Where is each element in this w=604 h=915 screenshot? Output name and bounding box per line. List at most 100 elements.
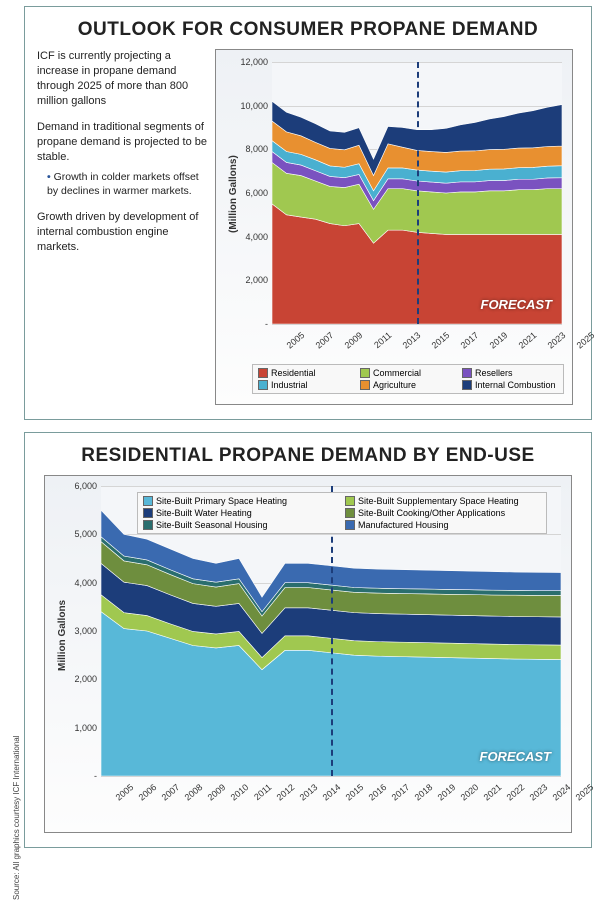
legend-swatch	[258, 380, 268, 390]
x-tick: 2015	[336, 782, 365, 809]
para: Growth driven by development of internal…	[37, 210, 207, 255]
x-tick: 2019	[480, 330, 509, 357]
y-tick: 4,000	[63, 578, 97, 588]
legend-swatch	[345, 496, 355, 506]
legend-swatch	[143, 508, 153, 518]
y-tick: 8,000	[234, 144, 268, 154]
legend: Site-Built Primary Space Heating Site-Bui…	[137, 492, 547, 534]
legend-swatch	[345, 508, 355, 518]
legend-swatch	[258, 368, 268, 378]
legend-item: Manufactured Housing	[345, 520, 541, 530]
x-tick: 2017	[451, 330, 480, 357]
legend-label: Manufactured Housing	[358, 520, 449, 530]
legend-item: Residential	[258, 368, 354, 378]
y-tick: 2,000	[234, 275, 268, 285]
legend-label: Site-Built Supplementary Space Heating	[358, 496, 519, 506]
legend-item: Site-Built Water Heating	[143, 508, 339, 518]
legend-label: Internal Combustion	[475, 380, 556, 390]
panel-outlook: OUTLOOK FOR CONSUMER PROPANE DEMAND ICF …	[24, 6, 592, 420]
x-tick: 2011	[364, 330, 393, 357]
legend-swatch	[360, 368, 370, 378]
x-tick: 2018	[405, 782, 434, 809]
x-tick: 2023	[538, 330, 567, 357]
source-note: Source: All graphics courtesy ICF Intern…	[12, 735, 21, 900]
x-tick: 2024	[543, 782, 572, 809]
x-tick: 2020	[451, 782, 480, 809]
panel-title: RESIDENTIAL PROPANE DEMAND BY END-USE	[25, 445, 591, 467]
x-tick: 2012	[267, 782, 296, 809]
y-tick: 2,000	[63, 674, 97, 684]
y-tick: 6,000	[63, 481, 97, 491]
x-tick: 2005	[277, 330, 306, 357]
y-tick: 5,000	[63, 529, 97, 539]
y-tick: -	[63, 771, 97, 781]
x-tick: 2019	[428, 782, 457, 809]
legend: Residential Commercial Resellers Industrial…	[252, 364, 564, 394]
y-tick: 4,000	[234, 232, 268, 242]
x-tick: 2014	[313, 782, 342, 809]
legend-item: Agriculture	[360, 380, 456, 390]
forecast-label: FORECAST	[481, 297, 553, 312]
legend-item: Internal Combustion	[462, 380, 558, 390]
x-tick: 2025	[567, 330, 596, 357]
y-tick: 3,000	[63, 626, 97, 636]
legend-swatch	[143, 496, 153, 506]
legend-swatch	[462, 368, 472, 378]
y-tick: 6,000	[234, 188, 268, 198]
x-tick: 2013	[393, 330, 422, 357]
x-tick: 2025	[566, 782, 595, 809]
legend-item: Site-Built Supplementary Space Heating	[345, 496, 541, 506]
x-tick: 2022	[497, 782, 526, 809]
forecast-label: FORECAST	[480, 749, 552, 764]
y-axis-label: Million Gallons	[57, 600, 68, 671]
legend-item: Resellers	[462, 368, 558, 378]
y-tick: 12,000	[234, 57, 268, 67]
x-tick: 2008	[175, 782, 204, 809]
y-tick: 10,000	[234, 101, 268, 111]
panel-residential: RESIDENTIAL PROPANE DEMAND BY END-USE FO…	[24, 432, 592, 848]
legend-label: Commercial	[373, 368, 421, 378]
legend-item: Industrial	[258, 380, 354, 390]
x-tick: 2007	[306, 330, 335, 357]
legend-label: Industrial	[271, 380, 308, 390]
legend-swatch	[143, 520, 153, 530]
x-tick: 2007	[152, 782, 181, 809]
legend-item: Site-Built Primary Space Heating	[143, 496, 339, 506]
legend-label: Resellers	[475, 368, 513, 378]
legend-swatch	[345, 520, 355, 530]
para: Demand in traditional segments of propan…	[37, 120, 207, 165]
chart-residential: FORECAST - 1,000 2,000 3,000 4,000 5,000 6,000 M…	[44, 475, 572, 833]
legend-item: Site-Built Cooking/Other Applications	[345, 508, 541, 518]
panel1-text-block: ICF is currently projecting a increase i…	[37, 49, 215, 405]
x-tick: 2023	[520, 782, 549, 809]
legend-label: Agriculture	[373, 380, 416, 390]
x-tick: 2009	[198, 782, 227, 809]
legend-item: Site-Built Seasonal Housing	[143, 520, 339, 530]
legend-label: Site-Built Water Heating	[156, 508, 252, 518]
legend-swatch	[360, 380, 370, 390]
legend-label: Site-Built Seasonal Housing	[156, 520, 268, 530]
x-tick: 2009	[335, 330, 364, 357]
x-tick: 2017	[382, 782, 411, 809]
legend-label: Site-Built Cooking/Other Applications	[358, 508, 505, 518]
legend-swatch	[462, 380, 472, 390]
x-tick: 2013	[290, 782, 319, 809]
legend-item: Commercial	[360, 368, 456, 378]
x-tick: 2011	[244, 782, 273, 809]
y-axis-label: (Million Gallons)	[228, 155, 239, 233]
x-tick: 2005	[106, 782, 135, 809]
chart-outlook: FORECAST - 2,000 4,000 6,000 8,000 10,000 12,00…	[215, 49, 573, 405]
para: ICF is currently projecting a increase i…	[37, 49, 207, 108]
panel-title: OUTLOOK FOR CONSUMER PROPANE DEMAND	[25, 19, 591, 41]
y-tick: -	[234, 319, 268, 329]
x-tick: 2015	[422, 330, 451, 357]
x-tick: 2016	[359, 782, 388, 809]
legend-label: Site-Built Primary Space Heating	[156, 496, 287, 506]
y-tick: 1,000	[63, 723, 97, 733]
legend-label: Residential	[271, 368, 316, 378]
x-tick: 2010	[221, 782, 250, 809]
bullet: Growth in colder markets offset by decli…	[47, 171, 207, 198]
x-tick: 2021	[509, 330, 538, 357]
x-tick: 2006	[129, 782, 158, 809]
x-tick: 2021	[474, 782, 503, 809]
